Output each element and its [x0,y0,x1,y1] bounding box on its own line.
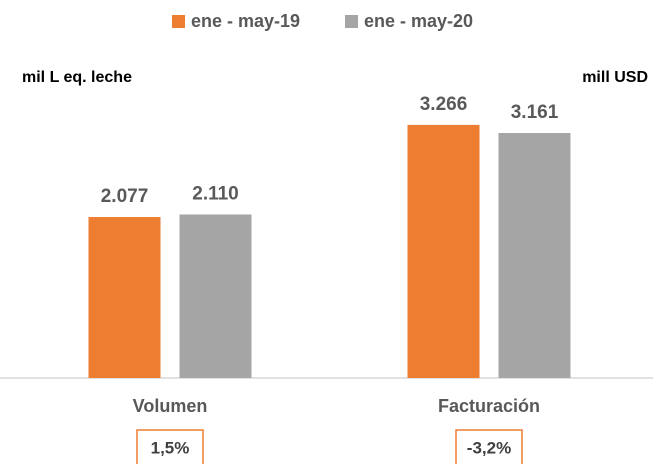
data-label: 3.161 [511,102,559,123]
annotation-box [455,429,523,464]
bar [407,124,480,378]
data-label: 2.110 [192,183,239,204]
data-label: 2.077 [101,186,149,207]
legend-label: ene - may-20 [364,11,473,31]
x-tick-label: Facturación [438,396,540,416]
legend-swatch [172,15,185,28]
y2-axis-label: mill USD [582,69,648,86]
x-tick-label: Volumen [133,396,208,416]
bar [88,217,161,378]
bar [179,214,252,378]
annotation: -3,2% [467,438,511,457]
bar [498,133,571,378]
legend-swatch [345,15,358,28]
data-label: 3.266 [420,94,468,115]
y-axis-label: mil L eq. leche [22,69,132,86]
legend-label: ene - may-19 [191,11,300,31]
annotation: 1,5% [151,438,190,457]
annotation-box [136,429,204,464]
